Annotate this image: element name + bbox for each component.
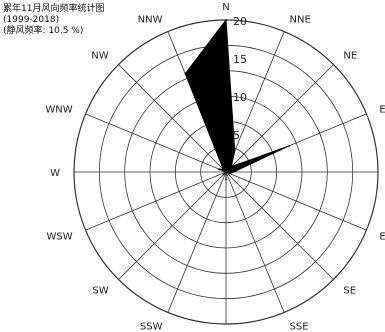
direction-label-nnw: NNW (138, 15, 163, 26)
calm-frequency-note: (静风频率: 10.5 %) (3, 26, 84, 36)
r-tick-label: 20 (233, 15, 247, 28)
data-point-nne (233, 150, 236, 152)
data-point-sw (222, 173, 225, 176)
direction-label-ese: ESE (379, 232, 385, 243)
data-point-ne (230, 165, 233, 168)
data-point-n (225, 19, 227, 21)
data-point-e (232, 171, 235, 173)
grid-spoke (167, 171, 227, 313)
grid-spoke (118, 64, 227, 173)
data-point-ene (288, 145, 290, 147)
grid-spoke (225, 171, 285, 313)
direction-label-se: SE (343, 285, 356, 296)
r-tick-label: 15 (233, 53, 247, 66)
data-point-wnw (218, 168, 220, 170)
direction-label-ssw: SSW (140, 321, 163, 332)
grid-spoke (118, 171, 227, 280)
data-point-w (225, 171, 227, 173)
direction-label-ene: ENE (379, 105, 385, 116)
grid-spoke (85, 113, 227, 173)
direction-label-ne: NE (343, 51, 357, 62)
direction-label-sse: SSE (290, 321, 309, 332)
data-point-nw (222, 168, 225, 171)
data-point-ese (228, 172, 231, 175)
data-point-nnw (184, 72, 187, 75)
r-tick-label: 10 (233, 91, 247, 104)
title-block: 累年11月风向频率统计图 (1999-2018) (静风频率: 10.5 %) (3, 4, 104, 37)
grid-spoke (225, 171, 367, 231)
direction-label-nne: NNE (290, 15, 311, 26)
direction-label-wsw: WSW (46, 232, 72, 243)
direction-label-nw: NW (91, 51, 108, 62)
grid-spoke (225, 171, 334, 280)
r-tick-label: 5 (233, 129, 240, 142)
data-point-s (225, 178, 227, 181)
direction-label-wnw: WNW (45, 105, 72, 116)
grid-spoke (225, 31, 285, 173)
direction-label-sw: SW (92, 285, 108, 296)
grid-spoke (85, 171, 227, 231)
frequency-polygon (184, 18, 290, 180)
chart-subtitle: (1999-2018) (3, 15, 60, 25)
direction-label-n: N (222, 2, 229, 13)
grid-spoke (225, 64, 334, 173)
direction-label-w: W (50, 168, 60, 179)
chart-title: 累年11月风向频率统计图 (3, 4, 105, 14)
